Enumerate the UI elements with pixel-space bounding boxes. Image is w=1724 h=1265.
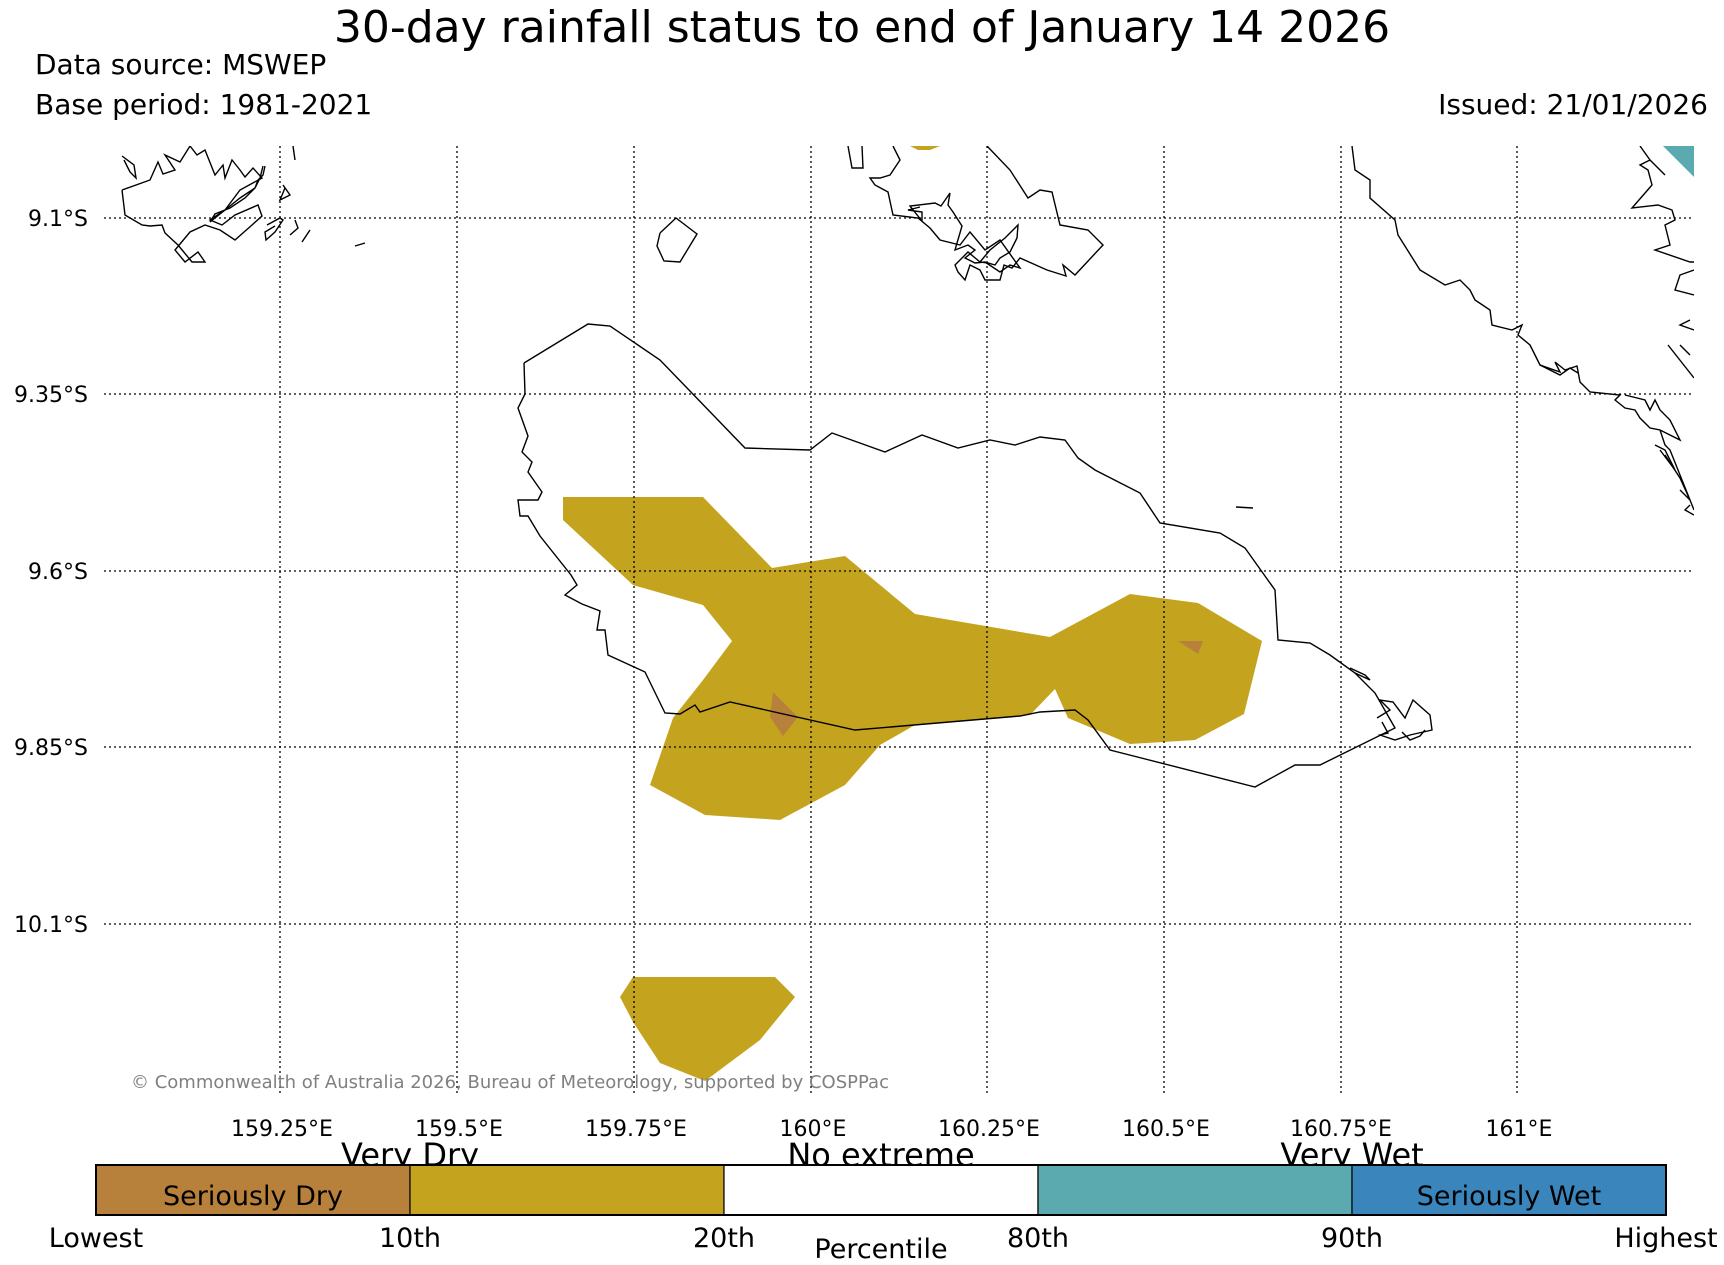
legend-bin-very-wet [1037, 1164, 1353, 1216]
coastline-nw-islands-2 [121, 146, 264, 263]
legend-tick: 10th [379, 1223, 441, 1254]
legend-tick: Lowest [49, 1223, 143, 1254]
coastline-malaita-10 [1678, 319, 1694, 331]
coastline-nw-islands-8 [301, 229, 311, 243]
coastline-malaita-12 [1679, 344, 1691, 356]
rainfall-fills [563, 146, 1694, 1081]
coastline-nw-islands-5 [264, 217, 284, 242]
very-wet-corner [1663, 146, 1694, 177]
coastline-nw-islands-3 [209, 165, 266, 223]
legend-tick: Highest [1614, 1223, 1717, 1254]
lat-label: 9.35°S [14, 383, 88, 408]
coastline-malaita [1351, 146, 1694, 511]
map-title: 30-day rainfall status to end of January… [333, 2, 1391, 53]
lon-label: 160.75°E [1290, 1117, 1392, 1142]
gridlines [104, 146, 1694, 1096]
coastline-nw-islands-9 [354, 242, 366, 247]
coastline-marau-islets-3 [1401, 729, 1426, 741]
legend-bin-very-dry [409, 1164, 725, 1216]
copyright-notice: © Commonwealth of Australia 2026, Bureau… [131, 1072, 889, 1093]
lon-label: 161°E [1486, 1117, 1553, 1142]
coastline-nw-islands-7 [289, 219, 299, 236]
very-dry-area-north [910, 146, 940, 150]
legend-frame [95, 1164, 1667, 1216]
coastline-russell-islands [656, 217, 698, 263]
coastline-malaita-9 [1674, 269, 1694, 296]
coastline-florida-islands [847, 146, 864, 169]
coastline-malaita-2 [1624, 394, 1682, 442]
lon-label: 159.75°E [585, 1117, 687, 1142]
coastline-malaita-8 [1649, 159, 1666, 176]
legend-bin-no-extreme [723, 1164, 1039, 1216]
lon-label: 160°E [780, 1117, 847, 1142]
coastline-marau-islets-2 [1376, 698, 1433, 741]
seriously-dry-spot-east [1178, 641, 1203, 654]
coastline-nw-islands-6 [278, 184, 292, 202]
coastline-islet [1235, 506, 1254, 509]
legend-bin-seriously-wet [1351, 1164, 1667, 1216]
base-period: Base period: 1981-2021 [35, 88, 373, 121]
legend-label-seriously-dry: Seriously Dry [163, 1181, 343, 1212]
legend-tick: 20th [693, 1223, 755, 1254]
very-dry-area-main [563, 497, 1262, 820]
issued-date: Issued: 21/01/2026 [1438, 88, 1708, 121]
coastline-nw-islands [121, 155, 138, 181]
lat-label: 10.1°S [14, 913, 88, 938]
lat-label: 9.1°S [28, 207, 88, 232]
data-source: Data source: MSWEP [35, 48, 327, 81]
coastline-malaita-5 [1664, 454, 1691, 501]
coastline-malaita-7 [1630, 146, 1694, 263]
lat-label: 9.6°S [28, 560, 88, 585]
lat-label: 9.85°S [14, 736, 88, 761]
coastline-malaita-6 [1683, 504, 1694, 516]
lon-label: 159.25°E [231, 1117, 333, 1142]
lon-labels: 159.25°E 159.5°E 159.75°E 160°E 160.25°E… [231, 1117, 1552, 1142]
very-dry-area-south [620, 977, 795, 1081]
coastline-florida-islands-2 [868, 146, 1022, 273]
coastlines [121, 146, 1694, 788]
legend-axis-label: Percentile [814, 1234, 947, 1265]
legend: Very Dry No extreme Very Wet Seriously D… [49, 1136, 1718, 1265]
legend-label-seriously-wet: Seriously Wet [1417, 1181, 1601, 1212]
coastline-florida-islands-3 [954, 146, 1104, 282]
lat-labels: 9.1°S 9.35°S 9.6°S 9.85°S 10.1°S [14, 207, 88, 938]
legend-tick: 90th [1321, 1223, 1383, 1254]
lon-label: 159.5°E [415, 1117, 503, 1142]
coastline-nw-islands-4 [292, 146, 296, 161]
coastline-malaita-3 [1539, 364, 1579, 376]
lon-label: 160.5°E [1122, 1117, 1210, 1142]
legend-tick: 80th [1007, 1223, 1069, 1254]
coastline-guadalcanal [517, 323, 1396, 788]
lon-label: 160.25°E [938, 1117, 1040, 1142]
coastline-malaita-11 [1667, 344, 1694, 379]
coastline-marau-islets [1349, 667, 1371, 681]
